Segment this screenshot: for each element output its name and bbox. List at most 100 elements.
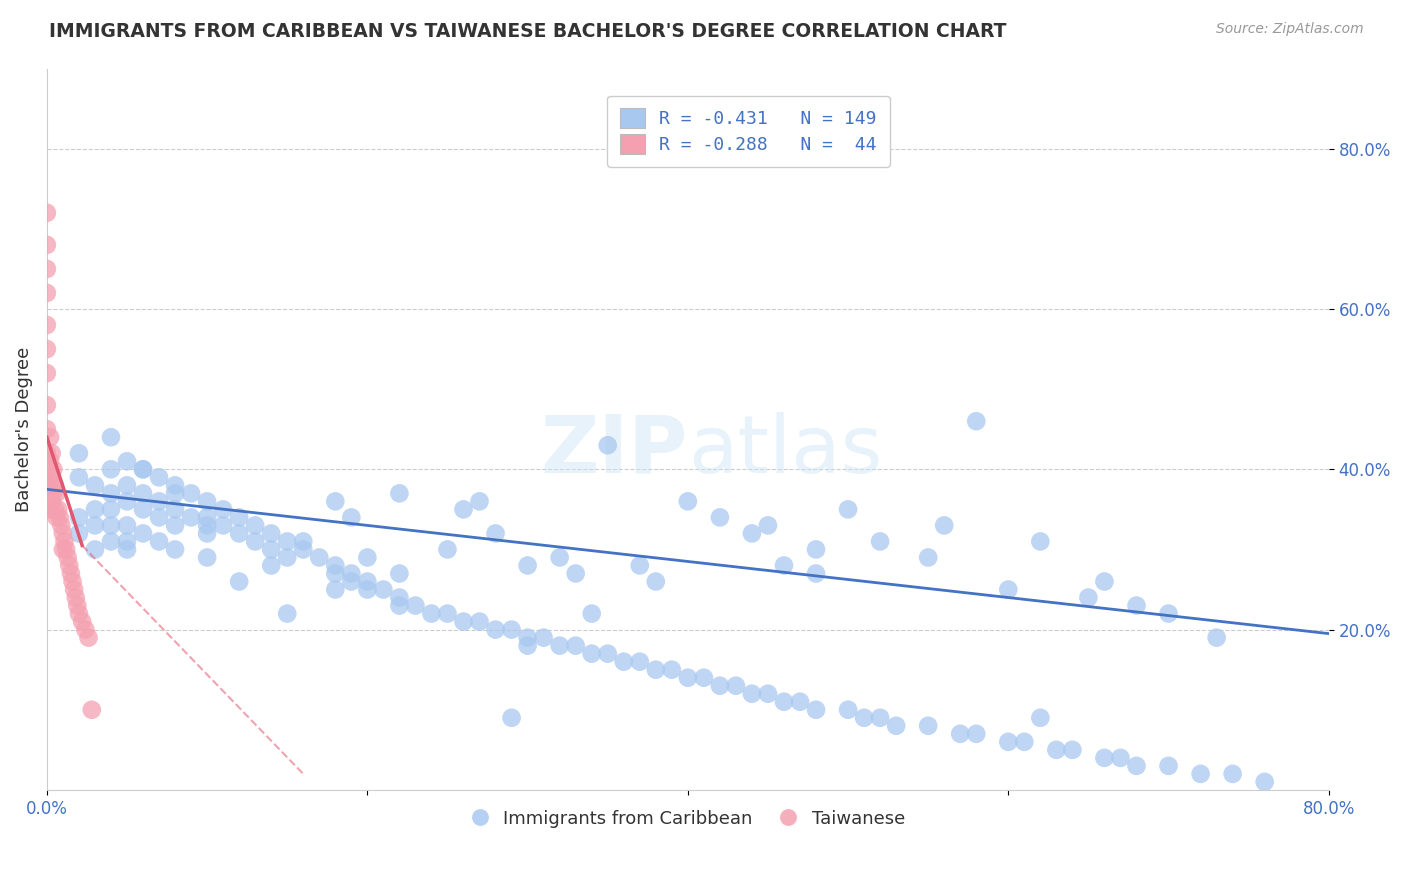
Point (1157, 607, 1180, 621)
Point (628, 655, 651, 669)
Point (80, 703, 103, 717)
Point (148, 494, 170, 508)
Point (644, 663, 666, 677)
Point (35, 238, 58, 252)
Point (533, 631, 555, 645)
Point (52, 542, 75, 557)
Point (52, 526, 75, 541)
Text: IMMIGRANTS FROM CARIBBEAN VS TAIWANESE BACHELOR'S DEGREE CORRELATION CHART: IMMIGRANTS FROM CARIBBEAN VS TAIWANESE B… (49, 22, 1007, 41)
Point (965, 727, 987, 741)
Point (1014, 735, 1036, 749)
Point (70, 615, 93, 629)
Point (41, 494, 63, 508)
Point (35, 446, 58, 460)
Point (115, 494, 138, 508)
Point (709, 679, 731, 693)
Y-axis label: Bachelor's Degree: Bachelor's Degree (15, 347, 32, 512)
Point (1222, 767, 1244, 781)
Point (436, 607, 458, 621)
Point (132, 462, 155, 476)
Point (180, 510, 202, 524)
Point (756, 518, 779, 533)
Point (42, 462, 65, 476)
Point (67, 510, 90, 524)
Point (564, 566, 586, 581)
Point (340, 566, 363, 581)
Point (39, 430, 62, 444)
Point (756, 687, 779, 701)
Point (1157, 759, 1180, 773)
Point (340, 510, 363, 524)
Point (165, 486, 187, 500)
Point (100, 534, 122, 549)
Point (53, 534, 76, 549)
Point (676, 671, 699, 685)
Point (45, 486, 67, 500)
Point (212, 518, 235, 533)
Point (100, 502, 122, 516)
Point (35, 318, 58, 332)
Point (724, 679, 747, 693)
Point (35, 342, 58, 356)
Point (195, 494, 218, 508)
Point (195, 518, 218, 533)
Point (789, 695, 811, 709)
Point (292, 534, 315, 549)
Point (44, 502, 66, 516)
Text: Source: ZipAtlas.com: Source: ZipAtlas.com (1216, 22, 1364, 37)
Point (1094, 751, 1116, 765)
Point (548, 550, 571, 565)
Point (276, 607, 298, 621)
Point (35, 366, 58, 380)
Point (195, 526, 218, 541)
Point (115, 518, 138, 533)
Point (228, 574, 250, 589)
Point (323, 558, 346, 573)
Point (741, 687, 763, 701)
Point (39, 478, 62, 492)
Point (292, 542, 315, 557)
Point (228, 510, 250, 524)
Point (41, 446, 63, 460)
Point (165, 478, 187, 492)
Point (115, 534, 138, 549)
Point (67, 470, 90, 484)
Point (917, 550, 939, 565)
Point (1045, 743, 1067, 757)
Point (35, 462, 58, 476)
Point (436, 542, 458, 557)
Point (39, 454, 62, 468)
Point (420, 607, 443, 621)
Point (212, 502, 235, 516)
Point (260, 542, 283, 557)
Point (100, 486, 122, 500)
Point (245, 518, 267, 533)
Point (276, 534, 298, 549)
Point (132, 526, 155, 541)
Point (404, 599, 426, 613)
Point (1077, 591, 1099, 605)
Point (804, 542, 827, 557)
Point (1125, 759, 1147, 773)
Point (1253, 775, 1275, 789)
Point (837, 502, 859, 516)
Point (132, 462, 155, 476)
Point (1062, 743, 1084, 757)
Point (468, 494, 491, 508)
Point (373, 582, 395, 597)
Point (869, 711, 891, 725)
Point (132, 502, 155, 516)
Point (453, 615, 475, 629)
Point (628, 558, 651, 573)
Point (165, 542, 187, 557)
Point (676, 494, 699, 508)
Point (581, 647, 603, 661)
Point (67, 526, 90, 541)
Point (340, 574, 363, 589)
Point (356, 582, 378, 597)
Point (195, 550, 218, 565)
Point (84, 542, 107, 557)
Point (949, 727, 972, 741)
Point (59, 566, 82, 581)
Point (165, 518, 187, 533)
